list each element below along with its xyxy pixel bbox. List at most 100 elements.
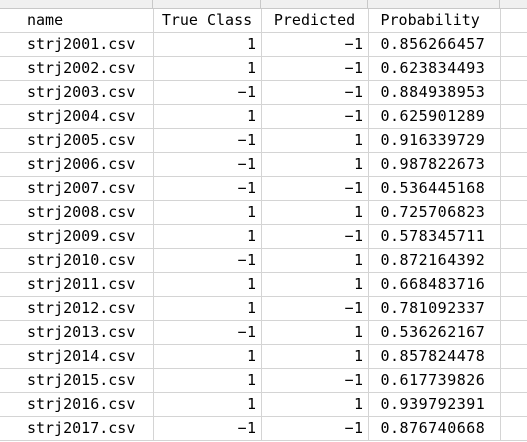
cell-predicted[interactable]: −1 — [261, 104, 369, 129]
cell-probability[interactable]: 0.617739826 — [368, 368, 501, 393]
cell-predicted[interactable]: 1 — [261, 200, 369, 225]
cell-predicted[interactable]: −1 — [261, 32, 369, 57]
cell-probability[interactable]: 0.668483716 — [368, 272, 501, 297]
cell-name[interactable]: strj2014.csv — [0, 344, 154, 369]
cell-true-class[interactable]: 1 — [153, 272, 262, 297]
cell-predicted[interactable]: 1 — [261, 320, 369, 345]
cell-true-class[interactable]: 1 — [153, 344, 262, 369]
cell-name[interactable]: strj2009.csv — [0, 224, 154, 249]
empty-cell[interactable] — [500, 200, 527, 225]
cell-predicted[interactable]: 1 — [261, 152, 369, 177]
cell-true-class[interactable]: 1 — [153, 392, 262, 417]
empty-cell[interactable] — [500, 248, 527, 273]
cell-probability[interactable]: 0.578345711 — [368, 224, 501, 249]
cell-true-class[interactable]: 1 — [153, 368, 262, 393]
cell-name[interactable]: strj2003.csv — [0, 80, 154, 105]
empty-cell[interactable] — [500, 104, 527, 129]
column-header-a[interactable] — [0, 0, 153, 8]
cell-predicted[interactable]: −1 — [261, 224, 369, 249]
cell-name[interactable]: strj2008.csv — [0, 200, 154, 225]
cell-probability[interactable]: 0.625901289 — [368, 104, 501, 129]
cell-predicted[interactable]: −1 — [261, 368, 369, 393]
column-header-e[interactable] — [500, 0, 527, 8]
cell-true-class[interactable]: −1 — [153, 248, 262, 273]
cell-true-class[interactable]: 1 — [153, 296, 262, 321]
cell-name[interactable]: strj2015.csv — [0, 368, 154, 393]
empty-cell[interactable] — [500, 296, 527, 321]
cell-probability[interactable]: 0.536445168 — [368, 176, 501, 201]
cell-name[interactable]: strj2002.csv — [0, 56, 154, 81]
cell-name[interactable]: strj2007.csv — [0, 176, 154, 201]
cell-probability[interactable]: 0.725706823 — [368, 200, 501, 225]
cell-probability[interactable]: 0.856266457 — [368, 32, 501, 57]
empty-cell[interactable] — [500, 272, 527, 297]
cell-true-class[interactable]: −1 — [153, 176, 262, 201]
empty-cell[interactable] — [500, 344, 527, 369]
empty-cell[interactable] — [500, 224, 527, 249]
cell-predicted[interactable]: 1 — [261, 272, 369, 297]
cell-probability[interactable]: 0.857824478 — [368, 344, 501, 369]
cell-name[interactable]: strj2001.csv — [0, 32, 154, 57]
cell-predicted[interactable]: −1 — [261, 80, 369, 105]
cell-name[interactable]: strj2017.csv — [0, 416, 154, 441]
cell-true-class[interactable]: −1 — [153, 80, 262, 105]
cell-name[interactable]: strj2004.csv — [0, 104, 154, 129]
cell-true-class[interactable]: −1 — [153, 416, 262, 441]
table-row: strj2008.csv 1 1 0.725706823 — [0, 200, 527, 225]
empty-cell[interactable] — [500, 368, 527, 393]
header-cell-predicted[interactable]: Predicted — [261, 9, 369, 33]
cell-predicted[interactable]: 1 — [261, 128, 369, 153]
empty-cell[interactable] — [500, 152, 527, 177]
cell-probability[interactable]: 0.781092337 — [368, 296, 501, 321]
cell-name[interactable]: strj2011.csv — [0, 272, 154, 297]
cell-predicted[interactable]: 1 — [261, 248, 369, 273]
cell-probability[interactable]: 0.876740668 — [368, 416, 501, 441]
header-cell-name[interactable]: name — [0, 9, 154, 33]
cell-probability[interactable]: 0.536262167 — [368, 320, 501, 345]
cell-probability[interactable]: 0.939792391 — [368, 392, 501, 417]
cell-predicted[interactable]: −1 — [261, 296, 369, 321]
cell-predicted[interactable]: −1 — [261, 176, 369, 201]
empty-cell[interactable] — [500, 176, 527, 201]
cell-predicted[interactable]: −1 — [261, 416, 369, 441]
cell-probability[interactable]: 0.987822673 — [368, 152, 501, 177]
empty-cell[interactable] — [500, 56, 527, 81]
cell-true-class[interactable]: 1 — [153, 32, 262, 57]
empty-cell[interactable] — [500, 80, 527, 105]
cell-name[interactable]: strj2005.csv — [0, 128, 154, 153]
cell-true-class[interactable]: 1 — [153, 200, 262, 225]
table-row: strj2009.csv 1 −1 0.578345711 — [0, 224, 527, 249]
cell-predicted[interactable]: 1 — [261, 344, 369, 369]
column-header-c[interactable] — [261, 0, 368, 8]
cell-name[interactable]: strj2013.csv — [0, 320, 154, 345]
cell-name[interactable]: strj2016.csv — [0, 392, 154, 417]
header-cell-probability[interactable]: Probability — [368, 9, 501, 33]
cell-predicted[interactable]: −1 — [261, 56, 369, 81]
cell-predicted[interactable]: 1 — [261, 392, 369, 417]
empty-cell[interactable] — [500, 416, 527, 441]
column-header-strip — [0, 0, 527, 9]
column-header-b[interactable] — [153, 0, 261, 8]
cell-true-class[interactable]: −1 — [153, 320, 262, 345]
cell-true-class[interactable]: 1 — [153, 224, 262, 249]
cell-probability[interactable]: 0.623834493 — [368, 56, 501, 81]
cell-true-class[interactable]: −1 — [153, 152, 262, 177]
table-row: strj2016.csv 1 1 0.939792391 — [0, 392, 527, 417]
header-cell-true-class[interactable]: True Class — [153, 9, 262, 33]
empty-cell[interactable] — [500, 128, 527, 153]
cell-true-class[interactable]: 1 — [153, 104, 262, 129]
column-header-d[interactable] — [368, 0, 500, 8]
table-row: strj2017.csv −1 −1 0.876740668 — [0, 416, 527, 441]
cell-probability[interactable]: 0.872164392 — [368, 248, 501, 273]
cell-probability[interactable]: 0.916339729 — [368, 128, 501, 153]
empty-cell[interactable] — [500, 392, 527, 417]
cell-name[interactable]: strj2006.csv — [0, 152, 154, 177]
empty-cell[interactable] — [500, 32, 527, 57]
cell-probability[interactable]: 0.884938953 — [368, 80, 501, 105]
cell-name[interactable]: strj2010.csv — [0, 248, 154, 273]
cell-true-class[interactable]: −1 — [153, 128, 262, 153]
empty-cell[interactable] — [500, 320, 527, 345]
empty-cell[interactable] — [500, 9, 527, 33]
cell-true-class[interactable]: 1 — [153, 56, 262, 81]
cell-name[interactable]: strj2012.csv — [0, 296, 154, 321]
